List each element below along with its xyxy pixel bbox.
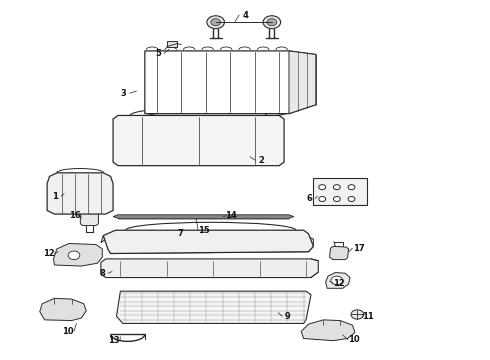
Polygon shape — [101, 259, 318, 278]
Text: 10: 10 — [62, 327, 74, 336]
Polygon shape — [113, 215, 294, 219]
Circle shape — [68, 251, 80, 260]
Polygon shape — [289, 51, 316, 114]
Text: 11: 11 — [362, 312, 374, 321]
Text: 8: 8 — [99, 269, 105, 278]
Text: 9: 9 — [285, 312, 291, 321]
Circle shape — [333, 185, 340, 190]
Text: 2: 2 — [258, 156, 264, 165]
Circle shape — [211, 19, 220, 26]
Text: 13: 13 — [108, 336, 120, 345]
Text: 3: 3 — [121, 89, 127, 98]
Text: 16: 16 — [69, 211, 81, 220]
Text: 6: 6 — [307, 194, 313, 203]
Bar — [314, 178, 367, 205]
Polygon shape — [145, 51, 316, 114]
Circle shape — [263, 16, 281, 29]
Polygon shape — [117, 291, 311, 323]
Polygon shape — [101, 235, 314, 253]
Polygon shape — [40, 298, 86, 320]
Circle shape — [331, 276, 343, 285]
Circle shape — [207, 16, 224, 29]
Text: 4: 4 — [242, 10, 248, 19]
Circle shape — [319, 197, 326, 202]
Polygon shape — [301, 320, 355, 341]
Text: 7: 7 — [178, 229, 183, 238]
Polygon shape — [113, 116, 284, 166]
Polygon shape — [330, 246, 348, 260]
Text: 12: 12 — [43, 249, 54, 258]
Text: 5: 5 — [155, 49, 161, 58]
Polygon shape — [103, 230, 314, 253]
Circle shape — [333, 197, 340, 202]
Text: 1: 1 — [52, 192, 58, 201]
Polygon shape — [326, 273, 350, 288]
Text: 10: 10 — [348, 335, 359, 344]
Bar — [167, 41, 176, 46]
Text: 17: 17 — [352, 244, 364, 253]
Polygon shape — [47, 173, 113, 214]
Text: 15: 15 — [198, 226, 210, 235]
Circle shape — [351, 310, 364, 319]
Text: 14: 14 — [225, 211, 237, 220]
Polygon shape — [80, 211, 98, 226]
Circle shape — [319, 185, 326, 190]
Circle shape — [348, 185, 355, 190]
Polygon shape — [53, 243, 102, 266]
Text: 12: 12 — [333, 279, 345, 288]
Circle shape — [348, 197, 355, 202]
Circle shape — [267, 19, 277, 26]
